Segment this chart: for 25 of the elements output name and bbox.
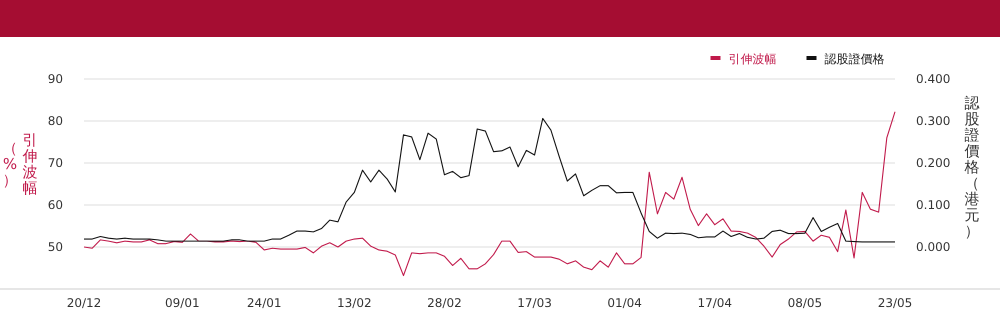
y2-tick-label: 0.400 (916, 72, 950, 86)
y2-tick-label: 0.300 (916, 114, 950, 128)
y-tick-label: 60 (48, 198, 63, 212)
legend-label: 認股證價格 (824, 52, 884, 66)
y-tick-label: 70 (48, 156, 63, 170)
x-tick-label: 24/01 (246, 296, 282, 310)
line-series (83, 118, 896, 243)
x-tick-label: 09/01 (165, 296, 200, 310)
x-tick-label: 20/12 (66, 296, 102, 310)
x-tick-label: 08/05 (788, 296, 822, 310)
x-tick-label: 01/04 (607, 296, 642, 310)
y2-tick-label: 0.200 (916, 156, 950, 170)
x-tick-label: 23/05 (878, 296, 912, 310)
text: 認股證價格（港元） (964, 94, 980, 240)
x-tick-label: 17/03 (517, 296, 552, 310)
y-tick-label: 80 (48, 114, 63, 128)
y2-tick-label: 0.000 (916, 240, 950, 254)
x-tick-label: 17/04 (697, 296, 732, 310)
x-tick-label: 13/02 (337, 296, 372, 310)
y-tick-label: 90 (48, 72, 63, 86)
y2-tick-label: 0.100 (916, 198, 950, 212)
x-tick-label: 28/02 (427, 296, 462, 310)
line-series (83, 111, 896, 276)
y-tick-label: 50 (48, 240, 63, 254)
legend-label: 引伸波幅 (728, 52, 776, 66)
